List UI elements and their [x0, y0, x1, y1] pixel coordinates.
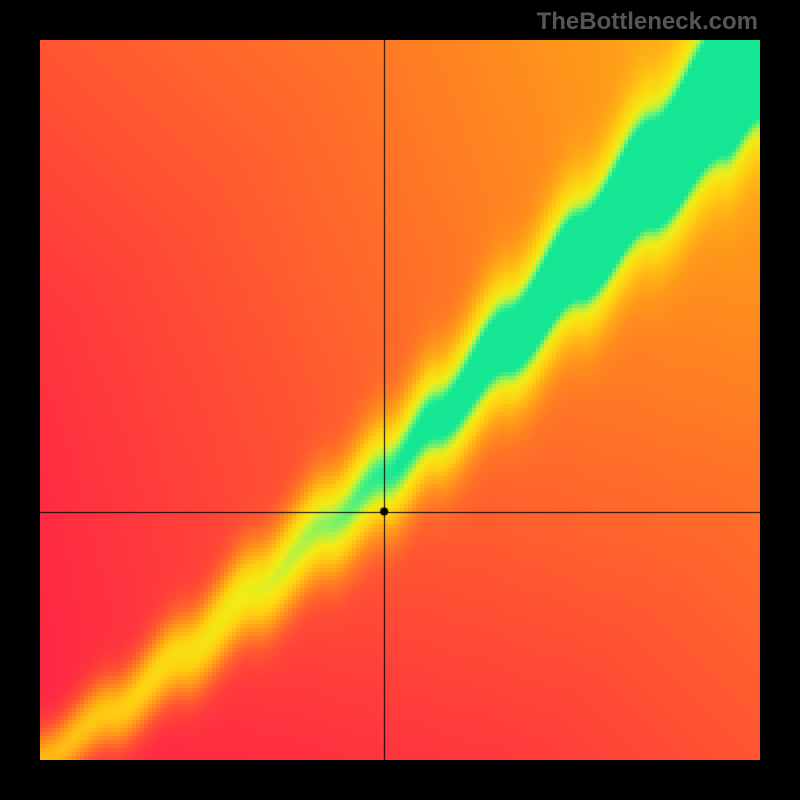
crosshair-overlay [40, 40, 760, 760]
watermark-text: TheBottleneck.com [537, 8, 758, 36]
chart-container: TheBottleneck.com [0, 0, 800, 800]
